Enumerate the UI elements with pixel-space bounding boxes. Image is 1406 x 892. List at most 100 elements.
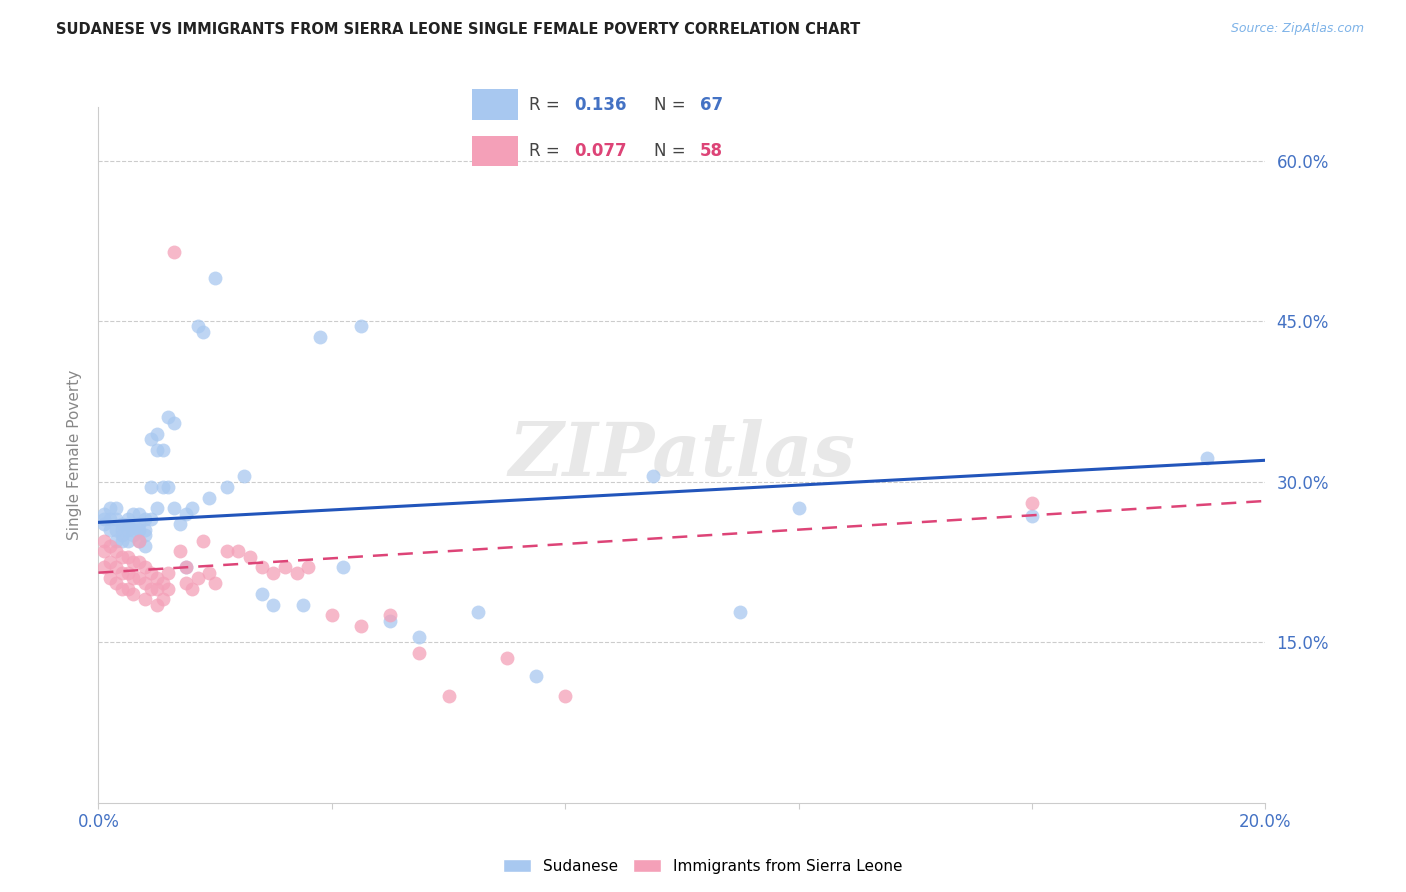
Point [250, 560, 273, 574]
Point [309, 330, 332, 344]
Point [350, 619, 373, 633]
Text: N =: N = [654, 142, 692, 160]
Point [98, 539, 121, 553]
Point [378, 614, 402, 628]
Point [146, 501, 169, 516]
Point [163, 501, 186, 516]
Point [98, 555, 121, 569]
Text: SUDANESE VS IMMIGRANTS FROM SIERRA LEONE SINGLE FEMALE POVERTY CORRELATION CHART: SUDANESE VS IMMIGRANTS FROM SIERRA LEONE… [56, 22, 860, 37]
Point [146, 442, 169, 457]
Point [174, 560, 197, 574]
Point [378, 608, 402, 623]
Point [111, 528, 134, 542]
Point [122, 555, 145, 569]
Point [146, 571, 169, 585]
Point [134, 560, 156, 574]
Point [152, 480, 174, 494]
Text: R =: R = [529, 95, 565, 113]
Point [117, 523, 139, 537]
Point [93, 560, 115, 574]
Point [1195, 451, 1218, 466]
Point [93, 517, 115, 532]
Point [157, 582, 180, 596]
Point [122, 523, 145, 537]
Point [111, 566, 134, 580]
Point [239, 549, 262, 564]
Point [495, 651, 517, 665]
Point [128, 555, 150, 569]
Point [215, 544, 238, 558]
Point [104, 512, 127, 526]
Text: R =: R = [529, 142, 565, 160]
Point [93, 507, 115, 521]
Point [146, 426, 169, 441]
Text: 58: 58 [700, 142, 723, 160]
Point [98, 501, 121, 516]
Point [467, 605, 489, 619]
Text: 67: 67 [700, 95, 723, 113]
Point [146, 582, 169, 596]
Point [93, 544, 115, 558]
Point [163, 416, 186, 430]
Point [134, 539, 156, 553]
Point [146, 598, 169, 612]
Point [122, 528, 145, 542]
Point [198, 566, 221, 580]
Point [139, 480, 162, 494]
Point [104, 501, 127, 516]
Point [134, 576, 156, 591]
Point [285, 566, 308, 580]
Point [169, 517, 191, 532]
Point [157, 480, 180, 494]
Point [193, 533, 215, 548]
Point [169, 544, 191, 558]
Point [98, 523, 121, 537]
Legend: Sudanese, Immigrants from Sierra Leone: Sudanese, Immigrants from Sierra Leone [498, 853, 908, 880]
Point [128, 517, 150, 532]
Point [104, 544, 127, 558]
Point [134, 523, 156, 537]
Point [174, 507, 197, 521]
Point [139, 582, 162, 596]
Point [93, 533, 115, 548]
Point [128, 523, 150, 537]
Point [291, 598, 314, 612]
Point [152, 442, 174, 457]
Point [128, 571, 150, 585]
Point [180, 582, 202, 596]
Point [408, 630, 430, 644]
FancyBboxPatch shape [472, 88, 517, 120]
Point [111, 523, 134, 537]
Point [250, 587, 273, 601]
Point [332, 560, 354, 574]
Point [262, 598, 284, 612]
Point [350, 319, 373, 334]
Point [297, 560, 319, 574]
Point [117, 549, 139, 564]
Point [174, 560, 197, 574]
Point [187, 571, 209, 585]
Point [174, 576, 197, 591]
Point [111, 582, 134, 596]
Point [204, 271, 226, 285]
Point [187, 319, 209, 334]
Point [117, 582, 139, 596]
Point [1021, 508, 1043, 523]
Point [104, 533, 127, 548]
Point [134, 592, 156, 607]
Point [139, 432, 162, 446]
Point [111, 517, 134, 532]
Text: 0.136: 0.136 [575, 95, 627, 113]
Point [117, 533, 139, 548]
Point [274, 560, 297, 574]
Point [98, 512, 121, 526]
Point [139, 566, 162, 580]
Point [262, 566, 284, 580]
Point [554, 689, 576, 703]
Point [128, 507, 150, 521]
Point [122, 587, 145, 601]
Point [152, 592, 174, 607]
Point [128, 533, 150, 548]
Point [1021, 496, 1043, 510]
Point [128, 533, 150, 548]
